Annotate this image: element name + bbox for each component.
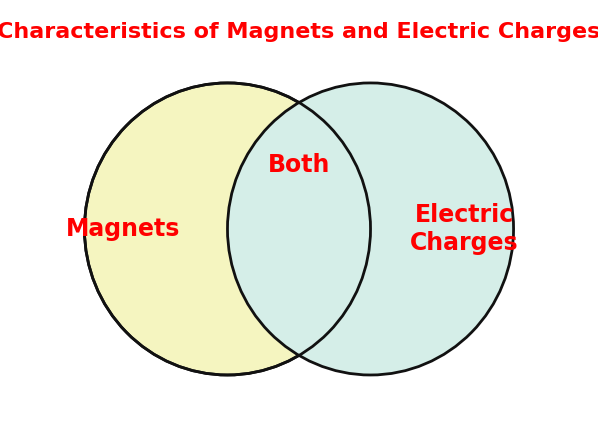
Text: Magnets: Magnets xyxy=(66,217,180,241)
Ellipse shape xyxy=(227,83,514,375)
Ellipse shape xyxy=(84,83,371,375)
Text: Characteristics of Magnets and Electric Charges: Characteristics of Magnets and Electric … xyxy=(0,22,598,42)
Text: Electric
Charges: Electric Charges xyxy=(410,203,518,255)
Text: Both: Both xyxy=(268,153,330,177)
